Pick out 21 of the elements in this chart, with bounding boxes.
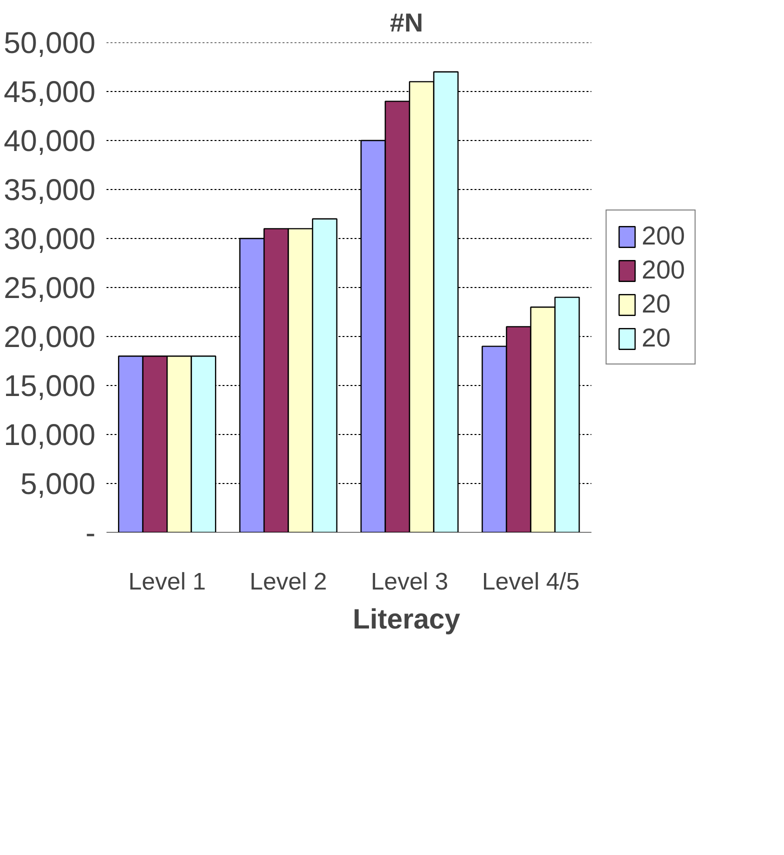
- y-tick-label: 15,000: [4, 370, 96, 403]
- x-tick-label: Level 3: [370, 568, 448, 596]
- legend-label: 20: [642, 288, 671, 320]
- y-tick-label: 50,000: [4, 27, 96, 60]
- y-tick-label: 25,000: [4, 272, 96, 305]
- x-tick-label: Level 1: [128, 568, 206, 596]
- x-tick-label: Level 4/5: [482, 568, 580, 596]
- legend-label: 200: [642, 220, 685, 252]
- y-tick-label: 40,000: [4, 125, 96, 158]
- legend-label: 20: [642, 322, 671, 354]
- y-tick-label: 30,000: [4, 223, 96, 256]
- y-tick-label: -: [86, 517, 96, 550]
- y-tick-label: 45,000: [4, 76, 96, 109]
- y-tick-label: 5,000: [20, 468, 96, 501]
- y-tick-label: 20,000: [4, 321, 96, 354]
- y-tick-label: 35,000: [4, 174, 96, 207]
- x-axis-title: Literacy: [352, 604, 461, 634]
- chart-title: #N: [390, 8, 424, 38]
- legend-label: 200: [642, 254, 685, 286]
- x-tick-label: Level 2: [250, 568, 328, 596]
- y-tick-label: 10,000: [4, 419, 96, 452]
